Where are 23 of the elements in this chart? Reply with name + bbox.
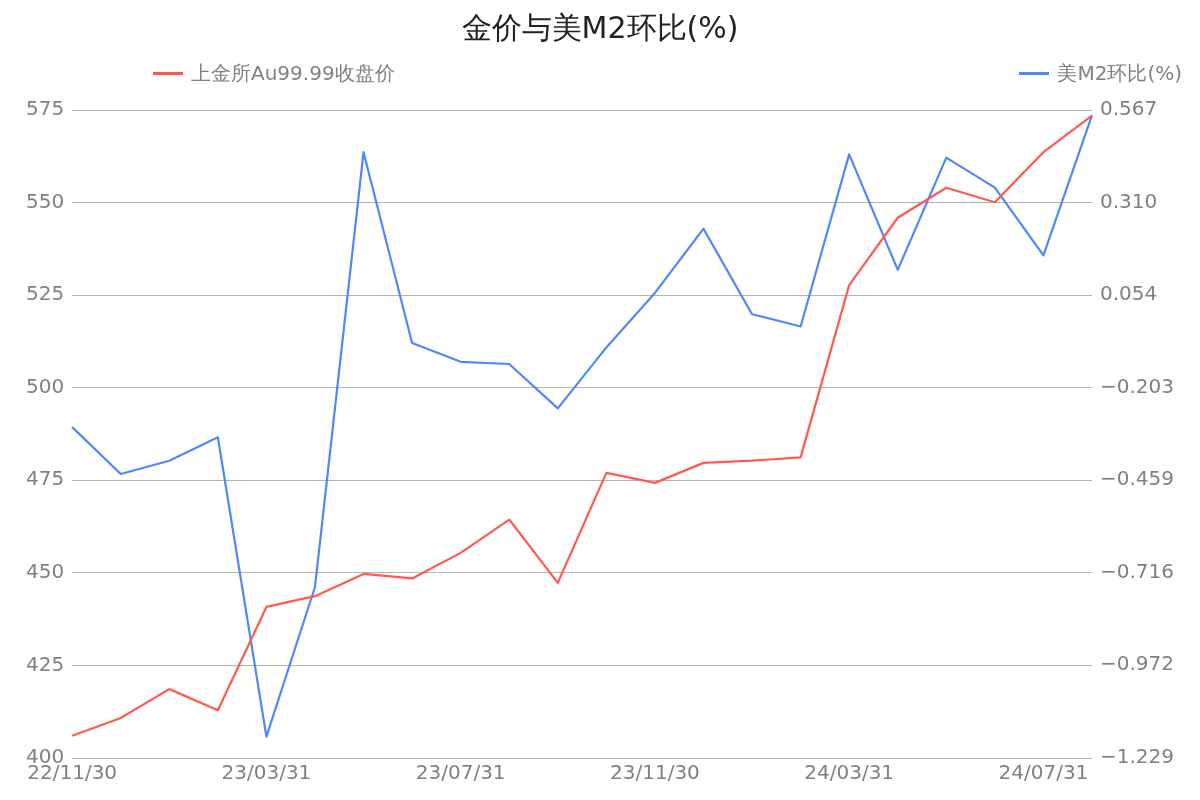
y-tick-label: 450 [25, 559, 65, 584]
y-tick-label: 475 [25, 466, 65, 491]
y2-tick-label: −0.716 [1099, 559, 1174, 584]
x-tick-label: 23/03/31 [221, 760, 312, 785]
y2-tick-label: 0.054 [1099, 281, 1158, 306]
y-tick-label: 425 [25, 651, 65, 676]
y2-tick-label: −0.459 [1099, 466, 1174, 491]
y-tick-label: 500 [25, 373, 65, 398]
x-tick-label: 23/07/31 [415, 760, 506, 785]
legend-label: 上金所Au99.99收盘价 [191, 59, 395, 87]
y2-tick-label: −1.229 [1099, 744, 1174, 769]
x-tick-label: 24/07/31 [998, 760, 1089, 785]
y-tick-label: 525 [25, 281, 65, 306]
x-tick-label: 24/03/31 [804, 760, 895, 785]
y2-tick-label: −0.972 [1099, 651, 1174, 676]
y2-tick-label: 0.310 [1099, 188, 1158, 213]
x-tick-label: 23/11/30 [610, 760, 700, 785]
y-tick-label: 550 [25, 188, 65, 213]
y2-tick-label: −0.203 [1099, 374, 1174, 399]
chart-title: 金价与美M2环比(%) [460, 9, 740, 47]
y2-tick-label: 0.567 [1099, 96, 1158, 121]
y-tick-label: 575 [25, 96, 65, 121]
legend-label: 美M2环比(%) [1057, 59, 1182, 87]
